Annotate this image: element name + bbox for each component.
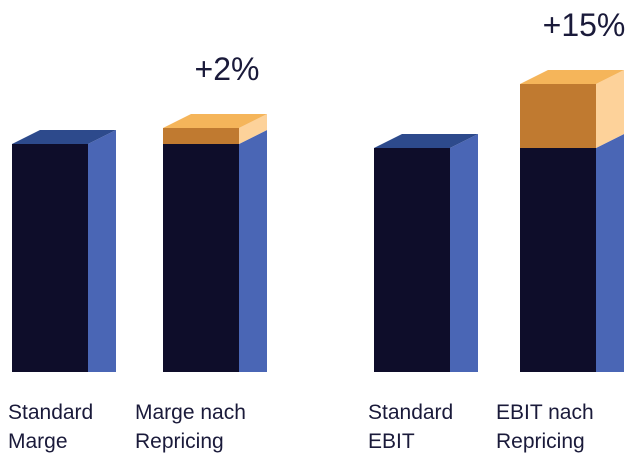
category-label: Marge xyxy=(8,430,68,453)
annotation: +2% xyxy=(195,51,260,87)
bar-side xyxy=(239,114,267,144)
category-label: Standard xyxy=(8,401,93,424)
bar-top xyxy=(520,70,624,84)
category-label: Repricing xyxy=(496,430,585,453)
bar-front xyxy=(374,148,450,372)
bar-front xyxy=(520,148,596,372)
bar-side xyxy=(88,130,116,372)
category-label: Standard xyxy=(368,401,453,424)
bar-front xyxy=(163,144,239,372)
category-label: EBIT xyxy=(368,430,415,453)
category-label: Marge nach xyxy=(135,401,246,424)
bar-side xyxy=(596,134,624,372)
bar-side xyxy=(450,134,478,372)
bar-front xyxy=(520,84,596,148)
bar-front xyxy=(163,128,239,144)
bar-side xyxy=(596,70,624,148)
bar-front xyxy=(12,144,88,372)
category-label: Repricing xyxy=(135,430,224,453)
bar-top xyxy=(374,134,478,148)
bar-top xyxy=(163,114,267,128)
annotation: +15% xyxy=(543,7,626,43)
category-label: EBIT nach xyxy=(496,401,594,424)
bar-side xyxy=(239,130,267,372)
bar-top xyxy=(12,130,116,144)
